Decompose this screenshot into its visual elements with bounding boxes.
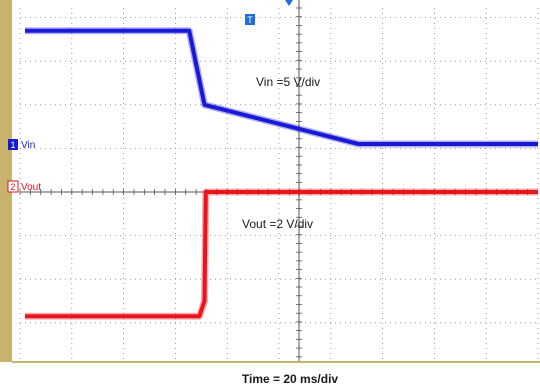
trigger-marker-label: T [247, 15, 253, 25]
vout-channel-label: Vout [21, 182, 41, 193]
vin-trace [25, 28, 538, 146]
left-bezel [0, 0, 12, 362]
traces [25, 27, 538, 320]
channel-2-number: 2 [10, 182, 15, 192]
plot-area [12, 0, 540, 362]
vin-channel-label: Vin [21, 140, 35, 151]
time-base-label: Time = 20 ms/div [242, 372, 338, 386]
channel-1-number: 1 [10, 140, 15, 150]
vin-scale-label: Vin =5 V/div [256, 75, 320, 89]
vout-scale-label: Vout =2 V/div [242, 217, 313, 231]
trigger-marker: T [245, 0, 293, 25]
grid [12, 0, 540, 363]
vout-trace [25, 190, 538, 319]
channel-1-marker: 1 [8, 139, 18, 150]
channel-2-marker: 2 [7, 180, 19, 193]
